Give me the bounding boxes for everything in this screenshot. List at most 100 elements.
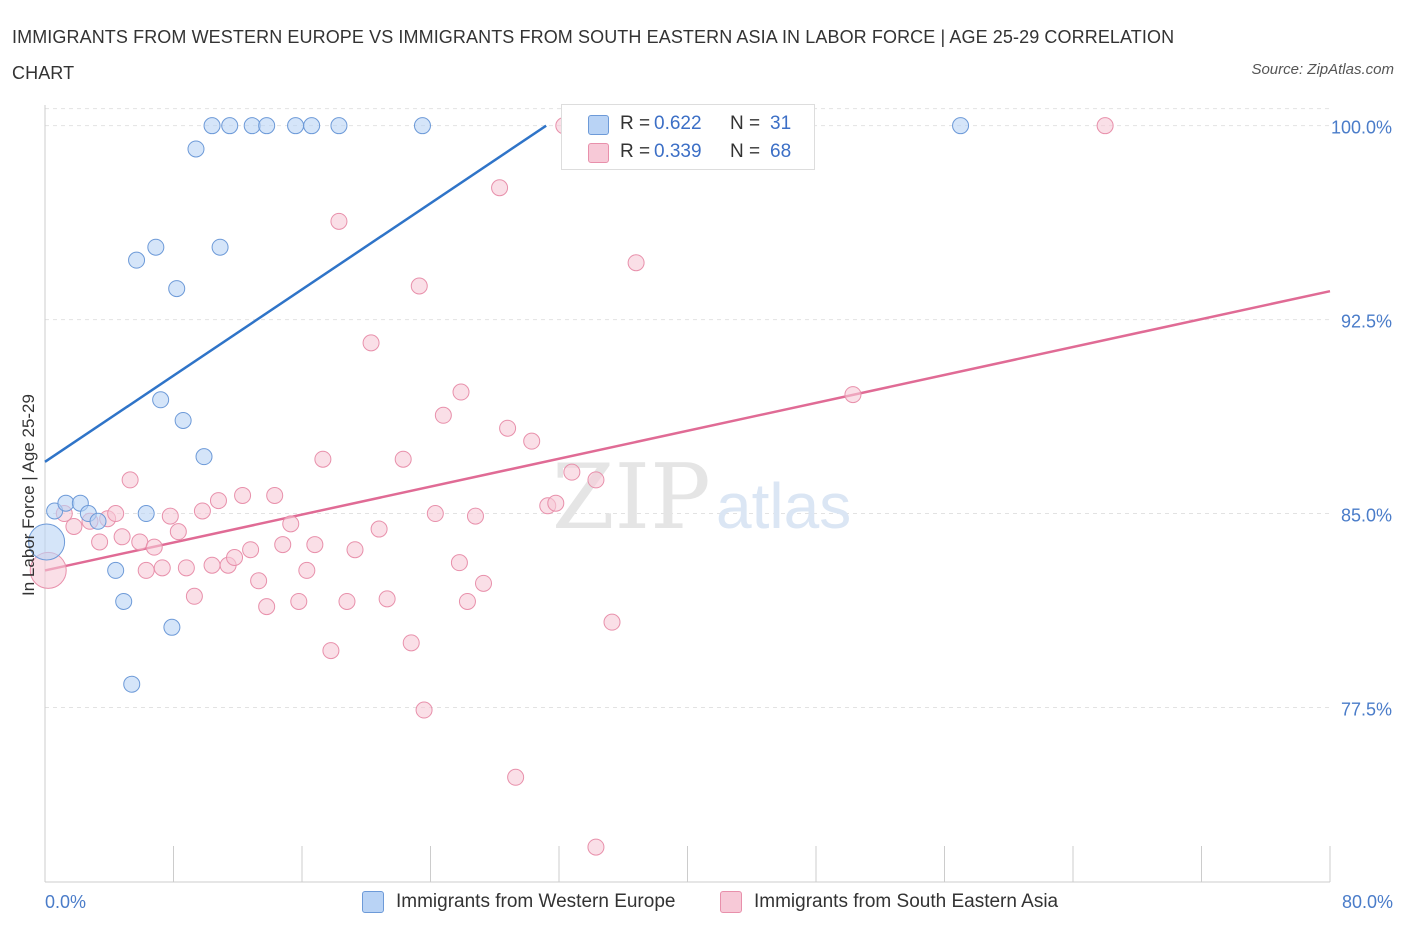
r-value: 0.622 — [654, 113, 702, 134]
blue-data-point[interactable] — [28, 523, 66, 561]
pink-data-point[interactable] — [466, 507, 484, 525]
pink-data-point[interactable] — [491, 179, 509, 197]
blue-data-point[interactable] — [211, 238, 229, 256]
watermark-atlas: atlas — [716, 470, 851, 542]
blue-data-point[interactable] — [303, 117, 321, 135]
pink-data-point[interactable] — [290, 592, 308, 610]
blue-data-point[interactable] — [128, 251, 146, 269]
pink-data-point[interactable] — [547, 494, 565, 512]
pink-data-point[interactable] — [137, 561, 155, 579]
pink-data-point[interactable] — [113, 528, 131, 546]
pink-data-point[interactable] — [394, 450, 412, 468]
x-tick-label: 0.0% — [45, 892, 86, 912]
pink-data-point[interactable] — [306, 536, 324, 554]
blue-data-point[interactable] — [330, 117, 348, 135]
stats-legend-row-blue: R = 0.622 N = 31 — [562, 109, 814, 139]
pink-data-point[interactable] — [434, 406, 452, 424]
pink-data-point[interactable] — [458, 592, 476, 610]
pink-data-point[interactable] — [346, 541, 364, 559]
pink-data-point[interactable] — [475, 574, 493, 592]
blue-swatch — [588, 115, 609, 135]
pink-data-point[interactable] — [145, 538, 163, 556]
blue-data-point[interactable] — [187, 140, 205, 158]
pink-data-point[interactable] — [258, 598, 276, 616]
pink-data-point[interactable] — [282, 515, 300, 533]
blue-data-point[interactable] — [413, 117, 431, 135]
blue-data-point[interactable] — [243, 117, 261, 135]
pink-data-point[interactable] — [507, 768, 525, 786]
pink-data-point[interactable] — [121, 471, 139, 489]
pink-trend-line — [44, 289, 1331, 572]
blue-data-point[interactable] — [147, 238, 165, 256]
pink-data-point[interactable] — [499, 419, 517, 437]
pink-data-point[interactable] — [266, 486, 284, 504]
pink-data-point[interactable] — [523, 432, 541, 450]
y-tick-label: 100.0% — [1331, 118, 1392, 138]
pink-data-point[interactable] — [193, 502, 211, 520]
pink-data-point[interactable] — [322, 642, 340, 660]
blue-data-point[interactable] — [203, 117, 221, 135]
blue-data-point[interactable] — [287, 117, 305, 135]
blue-data-point[interactable] — [163, 618, 181, 636]
pink-data-point[interactable] — [314, 450, 332, 468]
blue-data-point[interactable] — [195, 448, 213, 466]
blue-data-point[interactable] — [174, 411, 192, 429]
y-tick-label: 85.0% — [1341, 506, 1392, 526]
stats-legend-row-pink: R = 0.339 N = 68 — [562, 137, 814, 167]
watermark-zip: ZIP — [552, 445, 711, 550]
pink-data-point[interactable] — [450, 554, 468, 572]
pink-data-point[interactable] — [91, 533, 109, 551]
pink-data-point[interactable] — [844, 386, 862, 404]
chart-title: IMMIGRANTS FROM WESTERN EUROPE VS IMMIGR… — [12, 27, 1175, 83]
pink-data-point[interactable] — [131, 533, 149, 551]
pink-data-point[interactable] — [107, 505, 125, 523]
pink-data-point[interactable] — [298, 561, 316, 579]
pink-data-point[interactable] — [426, 505, 444, 523]
pink-data-point[interactable] — [226, 548, 244, 566]
blue-data-point[interactable] — [107, 561, 125, 579]
pink-data-point[interactable] — [203, 556, 221, 574]
blue-data-point[interactable] — [152, 391, 170, 409]
grid-lines — [45, 108, 1330, 708]
pink-data-point[interactable] — [169, 523, 187, 541]
blue-data-point[interactable] — [258, 117, 276, 135]
blue-data-point[interactable] — [221, 117, 239, 135]
pink-data-point[interactable] — [370, 520, 388, 538]
blue-data-point[interactable] — [168, 280, 186, 298]
pink-data-point[interactable] — [587, 838, 605, 856]
pink-data-point[interactable] — [161, 507, 179, 525]
pink-data-point[interactable] — [603, 613, 621, 631]
pink-data-point[interactable] — [330, 212, 348, 230]
legend-label: Immigrants from Western Europe — [396, 891, 676, 912]
pink-data-point[interactable] — [402, 634, 420, 652]
pink-data-point[interactable] — [452, 383, 470, 401]
pink-data-point[interactable] — [185, 587, 203, 605]
pink-data-point[interactable] — [587, 471, 605, 489]
pink-data-point[interactable] — [242, 541, 260, 559]
blue-data-point[interactable] — [57, 494, 75, 512]
x-ticks — [44, 846, 1331, 882]
pink-data-point[interactable] — [209, 492, 227, 510]
pink-data-point[interactable] — [415, 701, 433, 719]
pink-data-point[interactable] — [338, 592, 356, 610]
pink-data-point[interactable] — [410, 277, 428, 295]
pink-data-point[interactable] — [378, 590, 396, 608]
x-tick-label: 80.0% — [1342, 892, 1393, 912]
pink-data-point[interactable] — [153, 559, 171, 577]
blue-data-point[interactable] — [137, 505, 155, 523]
pink-data-point[interactable] — [250, 572, 268, 590]
pink-data-point[interactable] — [177, 559, 195, 577]
data-points — [28, 117, 1114, 856]
blue-data-point[interactable] — [123, 675, 141, 693]
pink-data-point[interactable] — [563, 463, 581, 481]
blue-data-point[interactable] — [952, 117, 970, 135]
pink-data-point[interactable] — [274, 536, 292, 554]
blue-data-point[interactable] — [115, 592, 133, 610]
pink-data-point[interactable] — [65, 517, 83, 535]
blue-data-point[interactable] — [89, 512, 107, 530]
n-value: 68 — [770, 141, 792, 162]
pink-data-point[interactable] — [234, 486, 252, 504]
pink-data-point[interactable] — [627, 254, 645, 272]
pink-data-point[interactable] — [1096, 117, 1114, 135]
pink-data-point[interactable] — [362, 334, 380, 352]
